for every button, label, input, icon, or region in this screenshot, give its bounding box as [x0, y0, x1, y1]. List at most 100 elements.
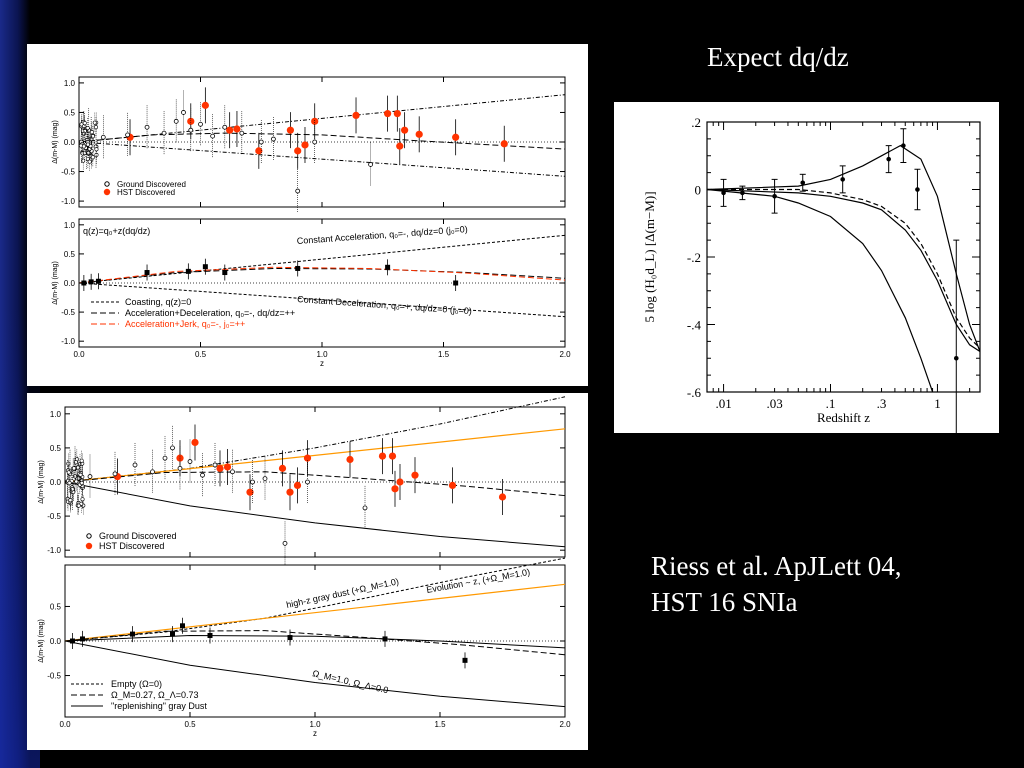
y-axis-label: 5 log (H₀d_L) [Δ(m−M)]	[642, 191, 657, 322]
y-tick-label: 1.0	[50, 410, 62, 419]
binned-point	[222, 270, 228, 276]
binned-point	[144, 270, 150, 276]
model-line-dashed	[64, 471, 566, 497]
x-tick-label: 0.5	[184, 720, 196, 729]
y-tick-label: -1.0	[47, 546, 61, 555]
hst-point	[448, 481, 457, 490]
ground-point	[85, 126, 90, 131]
binned-point	[95, 278, 101, 284]
x-tick-label: 1.0	[316, 350, 328, 359]
hst-point	[311, 117, 319, 125]
hst-point	[384, 110, 392, 118]
legend-hst-label: HST Discovered	[117, 188, 175, 197]
ground-point	[71, 466, 76, 471]
model-line-lower-solid	[64, 481, 566, 548]
model-line-replenishing-dust	[64, 634, 566, 649]
data-point	[721, 190, 726, 196]
binned-point	[70, 638, 75, 644]
model-line-omega-lambda	[64, 630, 566, 656]
ground-point	[89, 130, 94, 135]
hst-point	[396, 142, 404, 150]
data-point	[886, 156, 891, 162]
y-tick-label: -.2	[687, 250, 701, 265]
ground-point	[93, 125, 98, 130]
legend-hst-symbol	[103, 188, 111, 196]
model-line-constant-acceleration	[78, 234, 566, 284]
ground-point	[81, 158, 86, 163]
x-tick-label: .03	[766, 396, 782, 411]
y-tick-label: 0	[695, 183, 702, 198]
x-tick-label: 1.5	[434, 720, 446, 729]
ground-point	[132, 462, 138, 468]
ground-point	[250, 479, 255, 485]
ground-point	[112, 471, 118, 477]
ground-point	[79, 458, 84, 463]
right-figure: .01 .03 .1 .3 1 .2 0 -.2 -.4 -.6 Redshift z 5 log (…	[614, 102, 999, 433]
model-line-middle-solid	[706, 188, 981, 353]
ground-point	[150, 469, 155, 475]
caption-line-1: Riess et al. ApJLett 04,	[651, 551, 902, 581]
model-line-acceleration-jerk	[78, 266, 566, 284]
right-panel: .01 .03 .1 .3 1 .2 0 -.2 -.4 -.6 Redshift z 5 log (…	[642, 115, 981, 433]
ground-point	[68, 498, 73, 503]
ground-point	[161, 130, 167, 136]
y-tick-label: -1.0	[61, 337, 75, 346]
ground-point	[94, 147, 99, 152]
x-axis-label: z	[320, 359, 324, 368]
ground-point	[94, 152, 99, 157]
binned-point	[80, 636, 85, 642]
hst-point	[191, 438, 199, 447]
legend-ground-symbol	[86, 533, 92, 539]
ground-point	[262, 476, 268, 481]
hst-point	[286, 488, 294, 496]
ground-point	[170, 445, 175, 451]
y-axis-label: Δ(m-M) (mag)	[52, 261, 59, 305]
ground-point	[74, 479, 79, 484]
binned-point	[185, 268, 191, 274]
ground-point	[181, 110, 186, 115]
binned-point	[170, 631, 175, 637]
bottom-upper-panel: 1.0 0.5 0.0 -0.5 -1.0 Δ(m-M) (mag) Ground Disc…	[38, 396, 566, 566]
ground-point	[368, 162, 374, 167]
hst-point	[396, 478, 404, 486]
ground-point	[210, 133, 216, 139]
ground-point	[78, 472, 83, 477]
slide-headline: Expect dq/dz	[707, 42, 849, 72]
ground-point	[270, 136, 276, 142]
legend-ground-symbol	[104, 181, 110, 187]
hst-point	[303, 454, 312, 462]
y-tick-label: 0.5	[64, 250, 76, 259]
hst-point	[223, 463, 232, 471]
hst-point	[378, 452, 387, 460]
binned-point	[385, 264, 391, 270]
binned-point	[382, 636, 388, 642]
ground-point	[212, 462, 218, 468]
y-axis-label: Δ(m-M) (mag)	[38, 619, 45, 663]
y-tick-label: -1.0	[61, 197, 75, 206]
binned-point	[453, 280, 459, 286]
ground-point	[79, 480, 84, 485]
bottom-left-figure: 1.0 0.5 0.0 -0.5 -1.0 Δ(m-M) (mag) Ground Disc…	[27, 393, 588, 750]
x-tick-label: .3	[877, 396, 887, 411]
y-tick-label: -.4	[687, 318, 702, 333]
y-tick-label: 0.0	[64, 279, 76, 288]
ground-point	[73, 460, 78, 465]
binned-point	[207, 632, 213, 638]
x-tick-label: 0.0	[59, 720, 71, 729]
x-tick-label: 0.5	[195, 350, 207, 359]
y-tick-label: 0.5	[50, 602, 62, 611]
ground-point	[87, 474, 93, 479]
ground-point	[90, 155, 95, 160]
model-line-upper-dotdash	[78, 94, 566, 143]
model-line-evolution	[64, 583, 566, 642]
ground-point	[362, 505, 368, 511]
hst-point	[201, 101, 209, 109]
ground-point	[80, 497, 85, 502]
y-tick-label: 0.0	[64, 138, 76, 147]
hst-point	[391, 485, 399, 493]
model-line-upper-solid	[706, 144, 981, 352]
ground-point	[100, 134, 106, 140]
equation-label: q(z)=q₀+z(dq/dz)	[83, 226, 150, 236]
ground-point	[66, 470, 71, 475]
data-point	[740, 190, 745, 196]
